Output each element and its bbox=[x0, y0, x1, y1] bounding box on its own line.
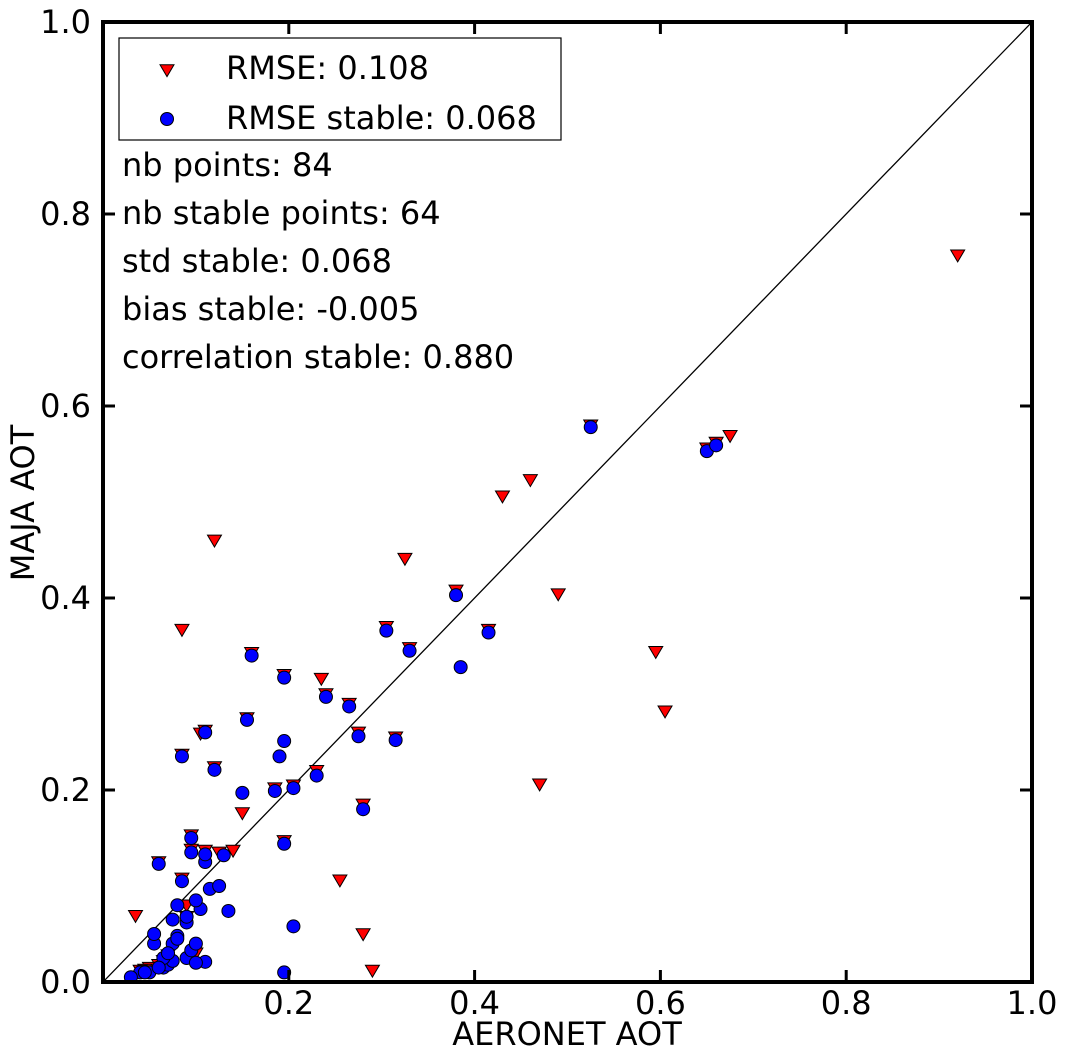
x-tick-label: 1.0 bbox=[1007, 984, 1058, 1022]
x-tick-label: 0.6 bbox=[635, 984, 686, 1022]
unstable-point-marker bbox=[313, 672, 330, 687]
y-tick-label: 0.6 bbox=[40, 387, 91, 425]
stable-point-marker bbox=[221, 903, 236, 918]
legend-label: RMSE: 0.108 bbox=[226, 49, 429, 87]
stable-point-marker bbox=[379, 623, 394, 638]
stable-point-marker bbox=[244, 648, 259, 663]
y-axis-label: MAJA AOT bbox=[4, 424, 42, 581]
unstable-point-marker bbox=[531, 778, 548, 792]
stable-point-marker bbox=[170, 931, 185, 946]
stable-point-marker bbox=[174, 874, 189, 889]
x-tick-label: 0.2 bbox=[263, 984, 314, 1022]
stat-annotation: nb points: 84 bbox=[122, 146, 333, 184]
unstable-point-marker bbox=[225, 844, 241, 859]
stable-point-marker bbox=[351, 729, 366, 744]
y-tick-label: 0.8 bbox=[40, 195, 91, 233]
unstable-point-marker bbox=[174, 623, 190, 638]
y-tick-label: 0.4 bbox=[40, 579, 91, 617]
stable-point-marker bbox=[216, 848, 231, 863]
stable-point-marker bbox=[137, 965, 152, 980]
stable-point-marker bbox=[174, 749, 189, 764]
x-axis-label: AERONET AOT bbox=[452, 1015, 682, 1053]
stable-point-marker bbox=[342, 699, 357, 714]
legend-label: RMSE stable: 0.068 bbox=[226, 99, 537, 137]
legend-triangle-marker bbox=[159, 64, 175, 78]
unstable-point-marker bbox=[397, 552, 413, 567]
y-tick-label: 0.2 bbox=[40, 771, 91, 809]
stable-point-marker bbox=[188, 936, 203, 951]
x-tick-label: 0.4 bbox=[449, 984, 500, 1022]
stable-point-marker bbox=[402, 643, 417, 658]
stable-point-marker bbox=[272, 749, 287, 764]
unstable-point-marker bbox=[722, 430, 738, 444]
stable-point-marker bbox=[184, 845, 199, 860]
unstable-point-marker bbox=[657, 705, 673, 719]
stat-annotation: nb stable points: 64 bbox=[122, 194, 441, 232]
stable-point-marker bbox=[198, 847, 213, 862]
stat-annotation: correlation stable: 0.880 bbox=[122, 338, 514, 376]
stable-point-marker bbox=[212, 879, 227, 893]
stable-point-marker bbox=[188, 893, 203, 908]
stable-point-marker bbox=[198, 725, 213, 740]
stable-point-marker bbox=[583, 420, 598, 435]
stable-point-marker bbox=[286, 781, 301, 796]
stable-point-marker bbox=[235, 785, 250, 800]
stable-point-marker bbox=[453, 660, 468, 675]
unstable-point-marker bbox=[647, 646, 664, 660]
legend-box bbox=[118, 37, 562, 141]
x-tick-label: 0.8 bbox=[821, 984, 872, 1022]
statistics-annotations: nb points: 84 nb stable points: 64 std sta… bbox=[122, 146, 514, 376]
unstable-point-marker bbox=[234, 807, 251, 821]
stable-point-marker bbox=[267, 783, 282, 798]
unstable-point-marker bbox=[127, 910, 144, 924]
unstable-point-marker bbox=[522, 474, 539, 488]
stable-point-marker bbox=[277, 734, 292, 749]
stable-point-marker bbox=[184, 831, 199, 845]
unstable-point-marker bbox=[949, 249, 966, 263]
stable-point-marker bbox=[318, 689, 333, 704]
stable-point-marker bbox=[151, 856, 166, 871]
unstable-point-marker bbox=[206, 534, 223, 549]
stable-point-marker bbox=[170, 898, 185, 913]
stable-point-marker bbox=[709, 438, 724, 453]
legend: RMSE: 0.108 RMSE stable: 0.068 bbox=[118, 37, 562, 141]
stable-point-marker bbox=[165, 912, 180, 927]
y-tick-label: 0.0 bbox=[40, 963, 91, 1001]
stable-point-marker bbox=[188, 955, 203, 970]
stable-point-marker bbox=[161, 946, 176, 961]
stable-point-marker bbox=[239, 712, 254, 727]
unstable-point-marker bbox=[355, 928, 371, 942]
stable-point-marker bbox=[277, 670, 292, 685]
stable-point-marker bbox=[388, 733, 403, 748]
stable-point-marker bbox=[151, 960, 166, 975]
stable-point-marker bbox=[449, 588, 464, 603]
one-to-one-line bbox=[103, 22, 1032, 982]
stable-point-marker bbox=[356, 802, 371, 817]
unstable-point-marker bbox=[494, 490, 511, 504]
stable-point-marker bbox=[277, 836, 292, 851]
y-tick-label: 1.0 bbox=[40, 3, 91, 41]
stable-point-marker bbox=[147, 927, 162, 941]
plot-frame bbox=[101, 20, 1034, 984]
stat-annotation: std stable: 0.068 bbox=[122, 242, 392, 280]
stable-point-marker bbox=[481, 625, 496, 640]
unstable-point-marker bbox=[550, 588, 567, 602]
unstable-point-marker bbox=[364, 964, 381, 979]
stable-point-marker bbox=[286, 919, 301, 934]
unstable-point-marker bbox=[332, 874, 348, 888]
stable-point-marker bbox=[123, 970, 138, 982]
stat-annotation: bias stable: -0.005 bbox=[122, 290, 419, 328]
stable-point-marker bbox=[207, 762, 222, 777]
stable-point-marker bbox=[309, 768, 324, 783]
legend-circle-marker bbox=[160, 112, 174, 126]
stable-point-marker bbox=[179, 909, 194, 924]
